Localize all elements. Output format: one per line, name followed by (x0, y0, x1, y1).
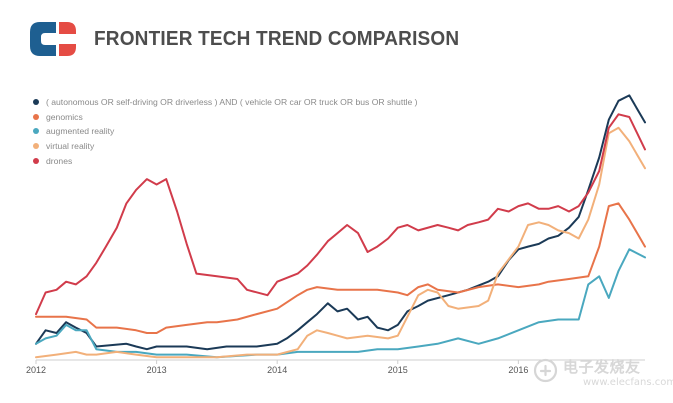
legend-label: drones (46, 155, 73, 166)
legend-item[interactable]: virtual reality (33, 139, 418, 153)
watermark-logo-icon (533, 358, 558, 383)
chart-legend: ( autonomous OR self-driving OR driverle… (33, 95, 418, 168)
legend-item[interactable]: drones (33, 154, 418, 168)
legend-label: augmented reality (46, 126, 115, 137)
legend-item[interactable]: augmented reality (33, 124, 418, 138)
x-tick-label: 2014 (267, 365, 287, 375)
logo-red-top (59, 22, 76, 34)
legend-label: genomics (46, 111, 83, 122)
logo-red-bottom (59, 44, 76, 56)
legend-label: virtual reality (46, 141, 95, 152)
legend-dot-icon (33, 99, 39, 105)
x-tick-label: 2012 (26, 365, 46, 375)
watermark-subtext: www.elecfans.com (583, 377, 673, 388)
legend-dot-icon (33, 157, 39, 164)
legend-dot-icon (33, 143, 39, 150)
series-line[interactable] (35, 202, 646, 334)
legend-dot-icon (33, 113, 39, 120)
x-tick-label: 2013 (147, 365, 167, 375)
legend-item[interactable]: ( autonomous OR self-driving OR driverle… (33, 95, 418, 109)
legend-item[interactable]: genomics (33, 110, 418, 124)
brand-logo-icon (30, 22, 76, 56)
header: FRONTIER TECH TREND COMPARISON (30, 20, 479, 58)
logo-blue-mark (30, 22, 56, 56)
x-tick-label: 2015 (388, 365, 408, 375)
series-line[interactable] (35, 248, 646, 359)
legend-dot-icon (33, 128, 39, 135)
legend-label: ( autonomous OR self-driving OR driverle… (46, 97, 418, 107)
watermark-text: 电子发烧友 (563, 358, 641, 376)
chart-title: FRONTIER TECH TREND COMPARISON (94, 27, 460, 50)
watermark: 电子发烧友 www.elecfans.com (523, 355, 673, 403)
